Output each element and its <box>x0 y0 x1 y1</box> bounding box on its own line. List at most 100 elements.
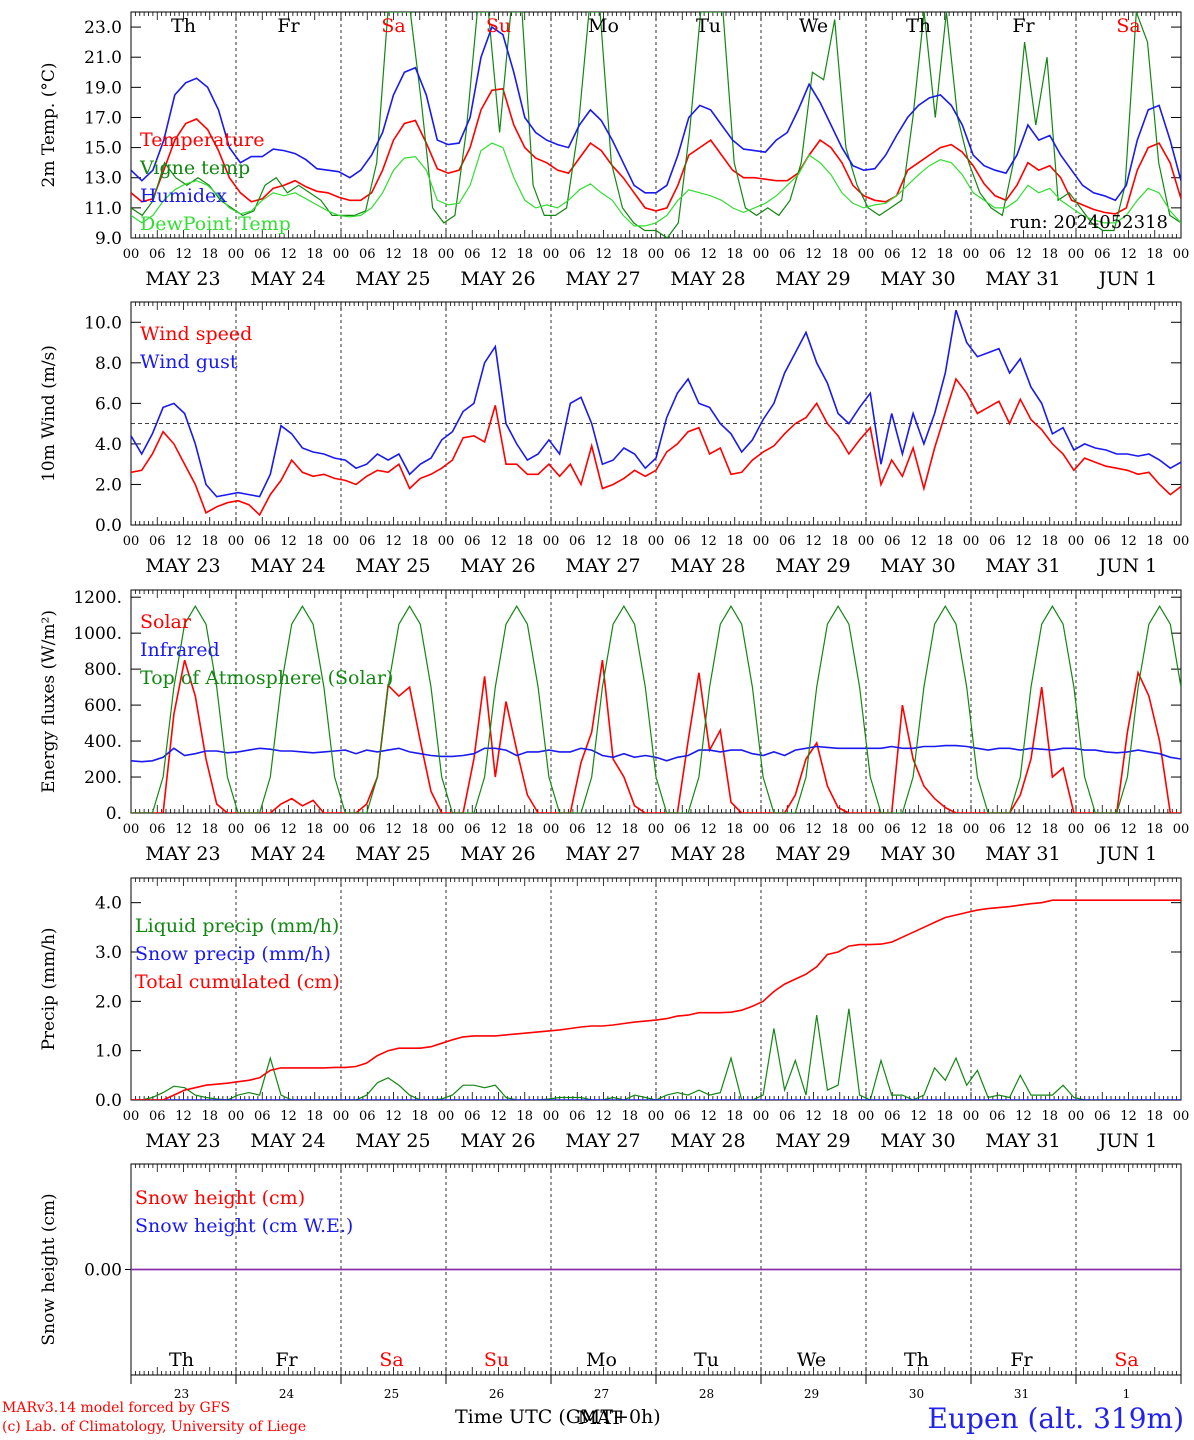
panel-frame <box>130 589 1182 814</box>
y-tick-label: 200. <box>84 768 122 788</box>
weekday-label: Mo <box>588 15 619 37</box>
hour-label: 00 <box>963 247 980 262</box>
hour-label: 12 <box>700 247 717 262</box>
hour-label: 12 <box>805 1109 822 1124</box>
date-label: MAY 27 <box>565 268 640 290</box>
hour-label: 00 <box>1173 822 1190 837</box>
hour-label: 18 <box>516 1109 533 1124</box>
date-label: MAY 25 <box>355 555 430 577</box>
date-label: MAY 31 <box>985 843 1060 865</box>
hour-label: 00 <box>123 822 140 837</box>
hour-label: 18 <box>516 534 533 549</box>
y-tick-label: 1200. <box>73 588 122 608</box>
day-number-label: 23 <box>174 1387 189 1401</box>
y-tick-label: 2.0 <box>95 992 122 1012</box>
hour-label: 00 <box>648 247 665 262</box>
hour-label: 18 <box>1041 822 1058 837</box>
hour-label: 12 <box>595 1109 612 1124</box>
hour-label: 12 <box>385 822 402 837</box>
hour-label: 06 <box>569 534 586 549</box>
run-label: run: 2024052318 <box>1010 212 1168 233</box>
hour-label: 06 <box>464 534 481 549</box>
hour-label: 00 <box>543 534 560 549</box>
hour-label: 12 <box>910 534 927 549</box>
hour-label: 06 <box>254 534 271 549</box>
y-tick-label: 4.0 <box>95 894 122 914</box>
hour-label: 18 <box>936 534 953 549</box>
day-number-label: 24 <box>279 1387 295 1401</box>
hour-label: 00 <box>858 534 875 549</box>
series-line-wind-speed <box>131 377 1181 517</box>
y-tick-label: 11.0 <box>84 199 122 219</box>
series-line-infrared <box>131 744 1181 763</box>
date-label: MAY 26 <box>460 268 535 290</box>
legend-entry: Wind gust <box>140 351 238 373</box>
hour-label: 12 <box>910 822 927 837</box>
hour-label: 00 <box>543 1109 560 1124</box>
weekday-label: Sa <box>379 1349 403 1371</box>
series-line-wind-gust <box>131 309 1181 498</box>
hour-label: 00 <box>123 1109 140 1124</box>
x-axis-overlap-text: MAT <box>578 1407 623 1429</box>
hour-label: 06 <box>884 247 901 262</box>
y-tick-label: 800. <box>84 660 122 680</box>
y-tick-label: 1000. <box>73 624 122 644</box>
hour-label: 12 <box>385 247 402 262</box>
date-label: MAY 26 <box>460 1130 535 1152</box>
hour-label: 18 <box>306 534 323 549</box>
date-label: MAY 24 <box>250 555 325 577</box>
hour-label: 18 <box>306 1109 323 1124</box>
date-label: MAY 26 <box>460 843 535 865</box>
date-label: MAY 24 <box>250 1130 325 1152</box>
hour-label: 06 <box>779 534 796 549</box>
hour-label: 00 <box>333 1109 350 1124</box>
hour-label: 00 <box>438 247 455 262</box>
y-tick-label: 23.0 <box>84 18 122 38</box>
date-label: JUN 1 <box>1097 268 1157 290</box>
hour-label: 06 <box>149 822 166 837</box>
date-label: MAY 28 <box>670 843 745 865</box>
hour-label: 00 <box>648 534 665 549</box>
series-line-liquid-precip-mm-h- <box>131 1008 1181 1100</box>
hour-label: 06 <box>884 534 901 549</box>
hour-label: 18 <box>621 534 638 549</box>
hour-label: 00 <box>1173 1109 1190 1124</box>
hour-label: 18 <box>1146 822 1163 837</box>
x-axis-title: Time UTC (GMT+0h) <box>455 1406 661 1428</box>
hour-label: 06 <box>884 1109 901 1124</box>
hour-label: 00 <box>228 247 245 262</box>
hour-label: 00 <box>858 247 875 262</box>
hour-label: 06 <box>1094 247 1111 262</box>
hour-label: 00 <box>1173 247 1190 262</box>
y-axis-title: Energy fluxes (W/m²) <box>39 610 59 793</box>
hour-label: 00 <box>228 822 245 837</box>
weekday-label: Su <box>486 15 511 37</box>
hour-label: 12 <box>280 822 297 837</box>
hour-label: 06 <box>1094 1109 1111 1124</box>
hour-label: 06 <box>569 1109 586 1124</box>
y-tick-label: 10.0 <box>84 313 122 333</box>
date-label: MAY 25 <box>355 843 430 865</box>
y-tick-label: 3.0 <box>95 943 122 963</box>
legend-entry: Infrared <box>140 639 220 661</box>
hour-label: 18 <box>201 247 218 262</box>
hour-label: 18 <box>621 822 638 837</box>
hour-label: 00 <box>753 1109 770 1124</box>
hour-label: 00 <box>438 534 455 549</box>
hour-label: 18 <box>936 822 953 837</box>
legend-entry: Wind speed <box>140 323 252 345</box>
date-label: MAY 23 <box>145 268 220 290</box>
y-axis-title: 2m Temp. (°C) <box>39 62 59 187</box>
weekday-label: Th <box>904 1349 929 1371</box>
date-label: JUN 1 <box>1097 1130 1157 1152</box>
legend-entry: Total cumulated (cm) <box>135 971 340 993</box>
y-tick-label: 0.0 <box>95 516 122 536</box>
series-line-top-of-atmosphere-solar- <box>131 605 1181 813</box>
date-label: MAY 25 <box>355 1130 430 1152</box>
date-label: JUN 1 <box>1097 843 1157 865</box>
hour-label: 12 <box>595 822 612 837</box>
hour-label: 00 <box>648 822 665 837</box>
hour-label: 06 <box>989 534 1006 549</box>
hour-label: 12 <box>175 1109 192 1124</box>
date-label: MAY 23 <box>145 555 220 577</box>
